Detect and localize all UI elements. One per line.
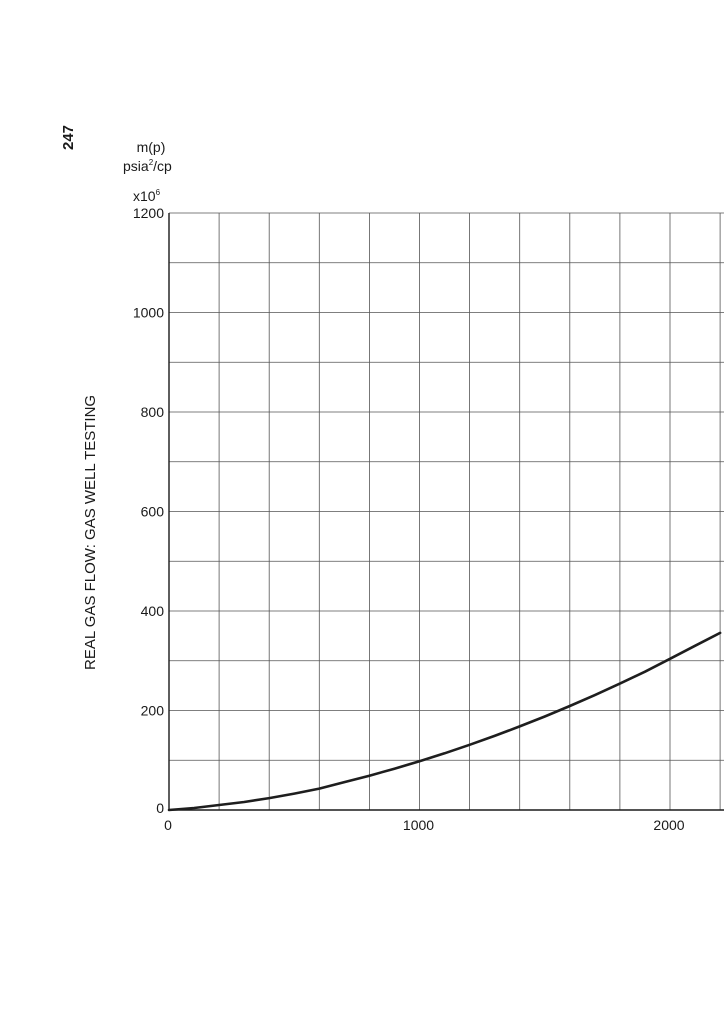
curve xyxy=(167,631,722,812)
y-axis-multiplier-exp: 6 xyxy=(156,188,161,197)
axes xyxy=(168,213,724,811)
y-axis-multiplier: x106 xyxy=(133,188,161,204)
y-axis-unit-rest: /cp xyxy=(153,158,172,174)
y-axis-unit-sup: 2 xyxy=(149,158,154,167)
grid xyxy=(168,212,724,811)
y-tick-label: 1200 xyxy=(133,205,164,221)
tick-labels: 0 200 400 600 800 1000 1200 0 1000 2000 xyxy=(133,205,685,833)
y-axis-multiplier-base: x10 xyxy=(133,188,156,204)
y-tick-label: 0 xyxy=(156,800,164,816)
y-tick-label: 1000 xyxy=(133,305,164,321)
y-axis-unit-base: psia xyxy=(123,158,149,174)
y-tick-label: 400 xyxy=(141,603,165,619)
x-tick-label: 2000 xyxy=(653,817,684,833)
x-tick-label: 1000 xyxy=(403,817,434,833)
y-tick-label: 800 xyxy=(141,404,165,420)
y-axis-label-line1: m(p) xyxy=(137,139,166,155)
y-axis-label-line2: psia2/cp xyxy=(123,158,172,174)
y-tick-label: 200 xyxy=(141,703,165,719)
mp-curve-line xyxy=(167,631,722,812)
x-tick-label: 0 xyxy=(164,817,172,833)
y-tick-label: 600 xyxy=(141,504,165,520)
